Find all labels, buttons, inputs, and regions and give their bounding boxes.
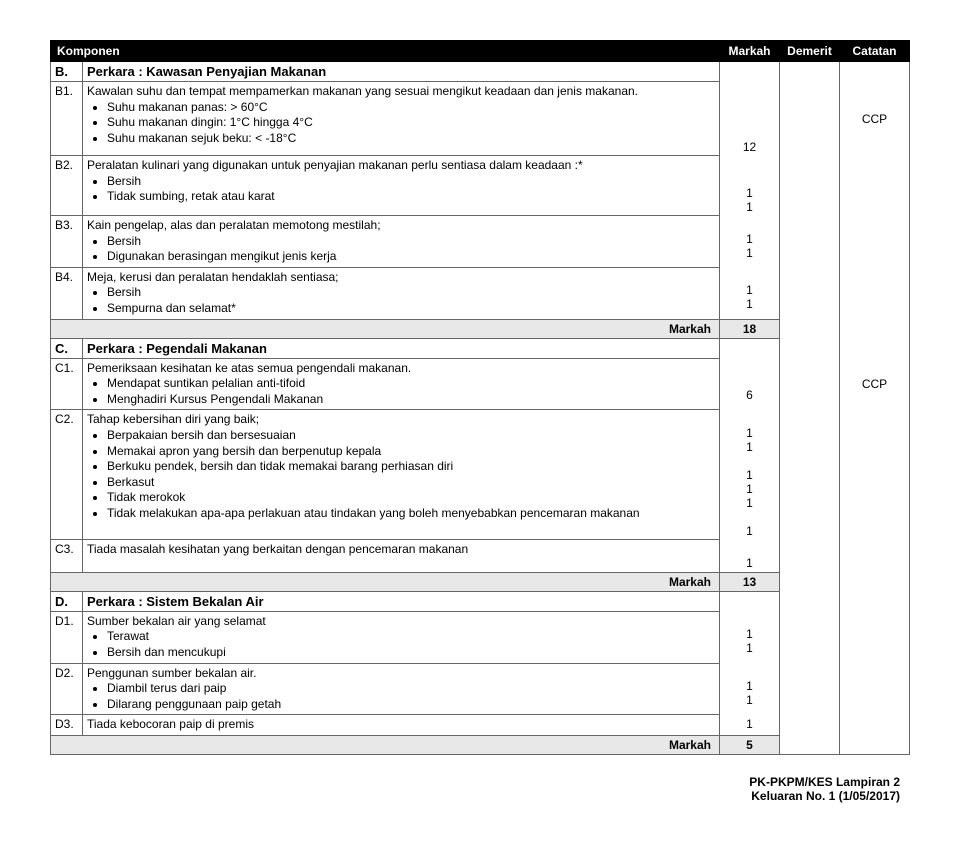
row-code: B1. xyxy=(51,82,83,156)
row-c3: C3. Tiada masalah kesihatan yang berkait… xyxy=(51,540,910,573)
header-markah: Markah xyxy=(720,41,780,62)
row-b3: B3. Kain pengelap, alas dan peralatan me… xyxy=(51,216,910,268)
row-d1: D1. Sumber bekalan air yang selamat Tera… xyxy=(51,611,910,663)
section-b-title: Perkara : Kawasan Penyajian Makanan xyxy=(83,62,720,82)
row-b1: B1. Kawalan suhu dan tempat mempamerkan … xyxy=(51,82,910,156)
row-catatan: CCP xyxy=(840,82,910,156)
row-b2: B2. Peralatan kulinari yang digunakan un… xyxy=(51,156,910,216)
section-c-subtotal: Markah 13 xyxy=(51,572,910,591)
section-c-header: C. Perkara : Pegendali Makanan xyxy=(51,338,910,358)
row-b4: B4. Meja, kerusi dan peralatan hendaklah… xyxy=(51,267,910,319)
row-c2: C2. Tahap kebersihan diri yang baik; Ber… xyxy=(51,410,910,540)
row-c1: C1. Pemeriksaan kesihatan ke atas semua … xyxy=(51,358,910,410)
footer-line2: Keluaran No. 1 (1/05/2017) xyxy=(50,789,900,803)
row-d2: D2. Penggunan sumber bekalan air. Diambi… xyxy=(51,663,910,715)
section-b-code: B. xyxy=(51,62,83,82)
section-d-header: D. Perkara : Sistem Bekalan Air xyxy=(51,591,910,611)
section-d-subtotal: Markah 5 xyxy=(51,736,910,755)
header-catatan: Catatan xyxy=(840,41,910,62)
header-komponen: Komponen xyxy=(51,41,720,62)
row-content: Kawalan suhu dan tempat mempamerkan maka… xyxy=(83,82,720,156)
document-footer: PK-PKPM/KES Lampiran 2 Keluaran No. 1 (1… xyxy=(50,775,910,803)
section-b-header: B. Perkara : Kawasan Penyajian Makanan xyxy=(51,62,910,82)
header-demerit: Demerit xyxy=(780,41,840,62)
row-markah: 12 xyxy=(720,82,780,156)
assessment-table: Komponen Markah Demerit Catatan B. Perka… xyxy=(50,40,910,755)
footer-line1: PK-PKPM/KES Lampiran 2 xyxy=(50,775,900,789)
section-b-subtotal: Markah 18 xyxy=(51,319,910,338)
row-d3: D3. Tiada kebocoran paip di premis 1 xyxy=(51,715,910,736)
table-header-row: Komponen Markah Demerit Catatan xyxy=(51,41,910,62)
